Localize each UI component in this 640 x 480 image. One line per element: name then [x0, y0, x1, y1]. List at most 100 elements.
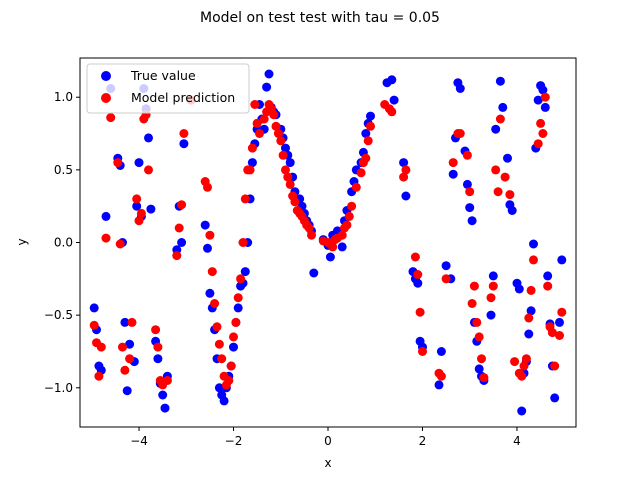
y-tick-label: −1.0: [44, 381, 73, 395]
model-prediction-point: [529, 255, 538, 265]
model-prediction-point: [524, 313, 534, 323]
true-value-point: [366, 111, 375, 121]
model-prediction-point: [115, 239, 125, 249]
legend-marker-true-value: [101, 71, 111, 81]
model-prediction-point: [259, 114, 269, 124]
model-prediction-point: [247, 143, 257, 153]
model-prediction-point: [144, 165, 153, 175]
model-prediction-point: [337, 230, 347, 240]
model-prediction-point: [493, 187, 503, 197]
model-prediction-point: [467, 299, 477, 308]
model-prediction-point: [472, 317, 482, 327]
true-value-point: [122, 386, 132, 396]
legend-label-true-value: True value: [130, 68, 196, 83]
x-tick-label: 0: [324, 434, 332, 448]
model-prediction-point: [101, 233, 111, 243]
model-prediction-point: [269, 110, 279, 120]
model-prediction-point: [217, 354, 227, 364]
model-prediction-point: [113, 158, 123, 168]
model-prediction-point: [177, 200, 187, 210]
model-prediction-point: [477, 354, 486, 364]
model-prediction-point: [361, 153, 371, 163]
model-prediction-point: [418, 347, 427, 356]
model-prediction-point: [517, 371, 527, 381]
model-prediction-point: [89, 320, 99, 330]
model-prediction-point: [540, 92, 550, 102]
true-value-point: [144, 133, 153, 143]
true-value-point: [158, 390, 168, 400]
model-prediction-point: [94, 371, 104, 381]
model-prediction-point: [106, 113, 116, 123]
true-value-point: [214, 383, 224, 393]
true-value-point: [203, 243, 212, 253]
model-prediction-point: [132, 194, 142, 204]
model-prediction-point: [543, 281, 553, 291]
model-prediction-point: [203, 182, 212, 192]
true-value-point: [205, 288, 215, 298]
model-prediction-point: [252, 118, 262, 128]
model-prediction-point: [162, 376, 172, 385]
model-prediction-point: [536, 118, 546, 128]
true-value-point: [387, 75, 397, 85]
model-prediction-point: [547, 328, 557, 338]
model-prediction-point: [271, 121, 281, 131]
legend-label-model-prediction: Model prediction: [131, 90, 235, 105]
model-prediction-point: [401, 165, 411, 175]
x-tick-label: 4: [513, 434, 521, 448]
true-value-point: [540, 102, 550, 112]
model-prediction-point: [455, 129, 465, 138]
true-value-point: [524, 329, 534, 339]
true-value-point: [495, 76, 505, 86]
model-prediction-point: [557, 307, 567, 317]
true-value-point: [491, 124, 501, 134]
true-value-point: [401, 191, 411, 201]
model-prediction-point: [118, 342, 127, 352]
true-value-point: [281, 143, 290, 153]
model-prediction-point: [465, 187, 475, 197]
true-value-point: [309, 268, 319, 278]
true-value-point: [399, 158, 409, 168]
model-prediction-point: [224, 376, 234, 385]
model-prediction-point: [273, 129, 283, 138]
model-prediction-point: [125, 354, 135, 364]
true-value-point: [538, 85, 548, 95]
true-value-point: [125, 339, 135, 349]
y-axis: −1.0 −0.5 0.0 0.5 1.0: [44, 90, 80, 395]
model-prediction-point: [285, 179, 295, 189]
true-value-point: [455, 84, 465, 93]
true-value-point: [285, 158, 295, 168]
y-tick-label: 0.5: [54, 163, 73, 177]
true-value-point: [413, 278, 423, 288]
model-prediction-point: [151, 325, 161, 335]
true-value-point: [233, 303, 243, 313]
true-value-point: [89, 303, 99, 313]
true-value-point: [262, 82, 272, 92]
model-prediction-point: [441, 274, 451, 284]
model-prediction-point: [276, 136, 286, 146]
model-prediction-point: [120, 365, 130, 375]
true-value-point: [264, 69, 274, 79]
model-prediction-point: [538, 129, 548, 138]
true-value-point: [389, 95, 399, 105]
x-tick-label: 2: [419, 434, 427, 448]
true-value-point: [550, 393, 560, 403]
model-prediction-point: [233, 293, 243, 303]
model-prediction-point: [410, 252, 420, 262]
model-prediction-point: [304, 223, 314, 233]
true-value-point: [507, 206, 517, 215]
model-prediction-point: [500, 172, 510, 182]
model-prediction-point: [231, 317, 241, 327]
model-prediction-point: [136, 208, 146, 218]
true-value-point: [229, 342, 238, 352]
model-prediction-point: [283, 172, 293, 182]
model-prediction-point: [240, 194, 250, 204]
model-prediction-point: [519, 361, 529, 371]
legend-marker-model-prediction: [101, 93, 111, 103]
true-value-point: [488, 271, 498, 281]
true-value-point: [467, 216, 477, 226]
model-prediction-point: [486, 293, 496, 303]
model-prediction-point: [226, 361, 236, 371]
true-value-point: [160, 403, 170, 413]
model-prediction-point: [236, 274, 246, 284]
model-prediction-point: [495, 114, 505, 124]
